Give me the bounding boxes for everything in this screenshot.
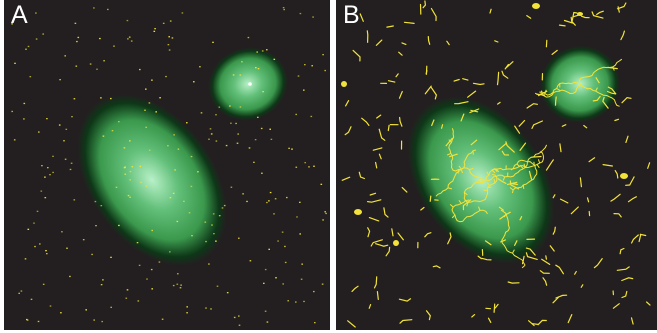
- panel-b: B: [336, 0, 657, 330]
- small-green-ellipse: [208, 47, 288, 121]
- large-green-ellipse: [77, 94, 227, 266]
- panel-a-label: A: [11, 1, 28, 29]
- bright-spot: [248, 82, 252, 86]
- yellow-spots: [341, 3, 628, 246]
- panel-b-image: [341, 0, 651, 328]
- panel-b-label: B: [343, 1, 360, 29]
- yellow-tracks: [341, 0, 651, 328]
- blobs-a: [77, 47, 288, 266]
- panel-a: A: [4, 0, 330, 330]
- branching-trajectories: [435, 58, 623, 269]
- panel-a-image: [11, 7, 327, 326]
- yellow-dots: [11, 7, 327, 326]
- blobs-b: [407, 45, 620, 264]
